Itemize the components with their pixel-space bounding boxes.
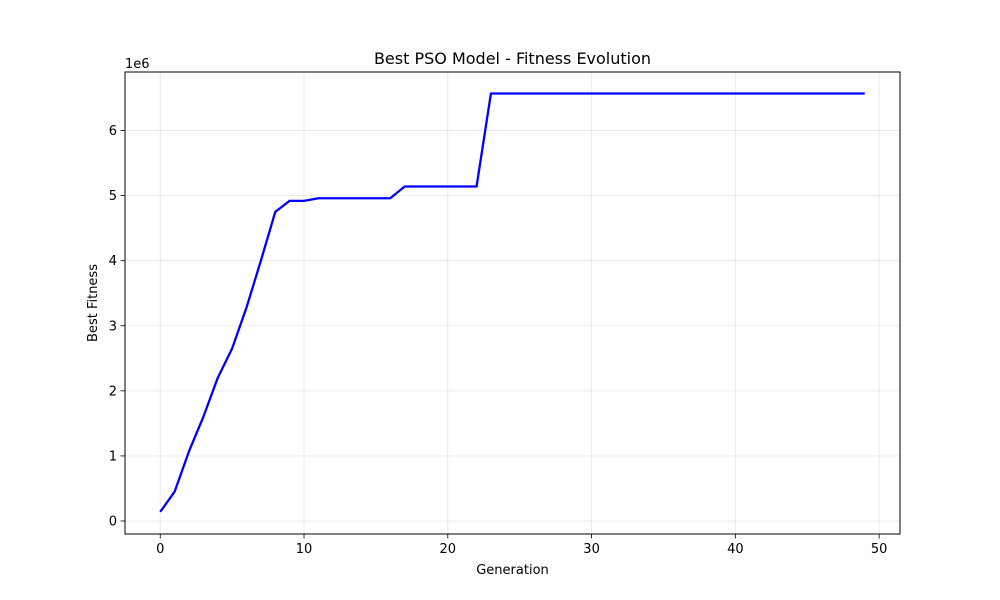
x-tick-label: 20 (440, 542, 457, 557)
series-lines (159, 92, 865, 513)
y-tick-label: 1 (109, 449, 117, 464)
axis-ticks: 0 10 20 30 40 50 0 1 2 3 4 5 6 (109, 124, 888, 557)
x-tick-label: 30 (583, 542, 600, 557)
x-axis-label: Generation (476, 563, 549, 578)
x-tick-label: 10 (296, 542, 313, 557)
plot-frame (124, 71, 901, 535)
y-tick-label: 5 (109, 189, 117, 204)
y-axis-label: Best Fitness (86, 264, 101, 342)
y-tick-label: 0 (109, 514, 117, 529)
grid (125, 72, 900, 534)
y-tick-label: 3 (109, 319, 117, 334)
series-line-0 (159, 92, 865, 513)
x-tick-label: 0 (156, 542, 164, 557)
chart-title: Best PSO Model - Fitness Evolution (374, 49, 651, 68)
y-tick-label: 2 (109, 384, 117, 399)
x-tick-label: 50 (871, 542, 888, 557)
y-axis-offset-label: 1e6 (125, 57, 150, 72)
y-tick-label: 4 (109, 254, 117, 269)
x-tick-label: 40 (727, 542, 744, 557)
y-tick-label: 6 (109, 124, 117, 139)
